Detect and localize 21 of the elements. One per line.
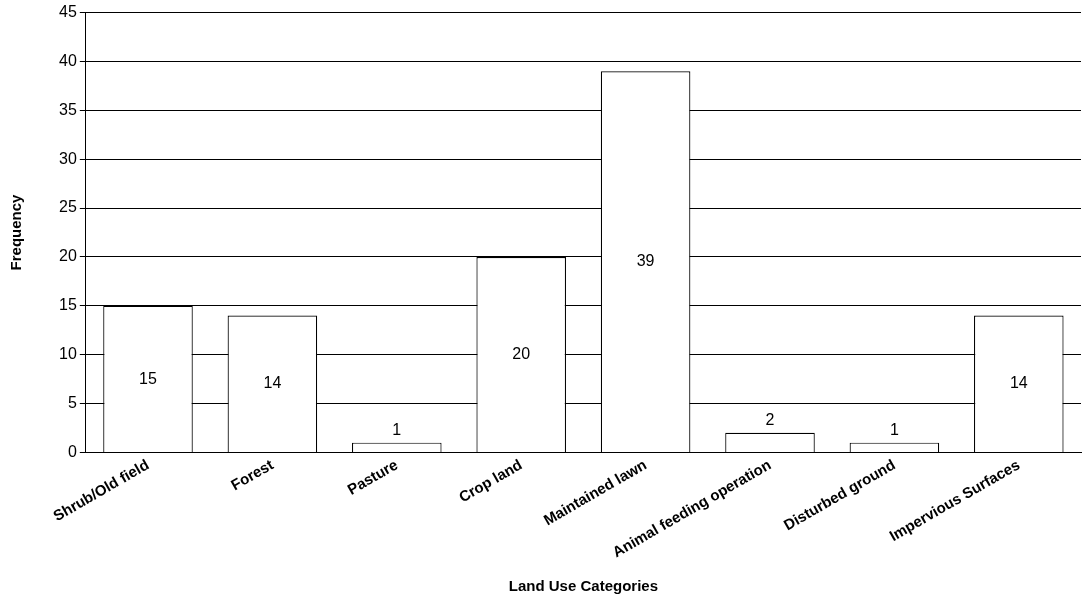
y-tick-label: 10 — [59, 345, 77, 363]
y-tick-label: 25 — [59, 198, 77, 216]
data-label: 1 — [889, 421, 899, 439]
y-tick-label: 35 — [59, 100, 77, 118]
data-label: 14 — [1009, 374, 1028, 392]
x-axis-title: Land Use Categories — [508, 577, 659, 595]
y-tick-label: 15 — [59, 296, 77, 314]
y-tick-label: 30 — [59, 149, 77, 167]
y-tick-label: 20 — [59, 247, 77, 265]
data-label: 20 — [512, 345, 531, 363]
y-tick-label: 45 — [59, 3, 77, 21]
x-tick-label: Crop land — [455, 455, 525, 506]
y-tick-label: 0 — [67, 442, 77, 460]
y-axis-title: Frequency — [7, 193, 25, 271]
data-label: 14 — [263, 374, 282, 392]
data-label: 2 — [765, 411, 775, 429]
data-label: 1 — [392, 421, 402, 439]
data-label: 39 — [636, 252, 655, 270]
data-label: 15 — [139, 369, 157, 387]
y-tick-label: 5 — [67, 393, 77, 411]
y-tick-label: 40 — [59, 51, 77, 69]
